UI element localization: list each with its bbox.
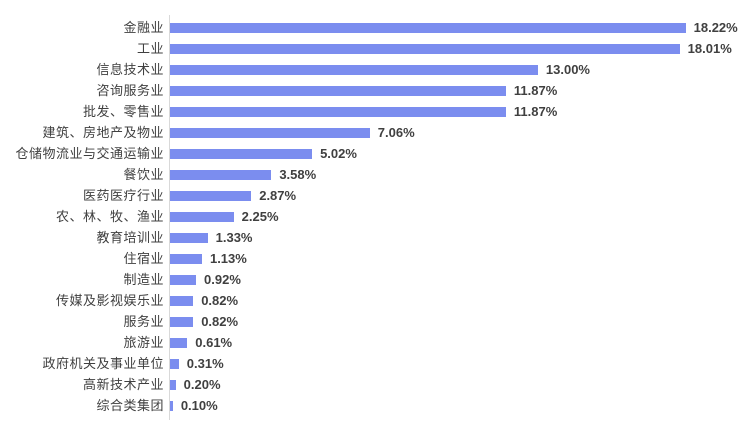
category-label: 旅游业	[123, 335, 164, 350]
bar	[170, 85, 506, 96]
chart-row: 教育培训业 1.33%	[96, 227, 751, 248]
chart-row: 旅游业 0.61%	[123, 332, 751, 353]
bar	[170, 127, 370, 138]
category-label: 建筑、房地产及物业	[42, 125, 164, 140]
chart-row: 传媒及影视娱乐业 0.82%	[56, 290, 751, 311]
chart-row: 政府机关及事业单位 0.31%	[42, 353, 751, 374]
value-label: 0.31%	[186, 356, 224, 371]
category-label: 教育培训业	[96, 230, 164, 245]
chart-row: 制造业 0.92%	[123, 269, 751, 290]
category-label: 高新技术产业	[82, 377, 164, 392]
value-label: 0.61%	[195, 335, 233, 350]
category-label: 金融业	[123, 20, 164, 35]
chart-row: 仓储物流业与交通运输业 5.02%	[15, 143, 751, 164]
bar	[170, 358, 179, 369]
chart-row: 综合类集团 0.10%	[96, 395, 751, 416]
bar	[170, 148, 313, 159]
chart-row: 医药医疗行业 2.87%	[83, 185, 751, 206]
category-label: 医药医疗行业	[82, 188, 164, 203]
bar	[170, 211, 234, 222]
bar	[170, 232, 208, 243]
bar	[170, 106, 506, 117]
bar	[170, 274, 197, 285]
category-label: 传媒及影视娱乐业	[55, 293, 164, 308]
value-label: 0.10%	[180, 398, 218, 413]
bar	[170, 379, 176, 390]
category-label: 制造业	[123, 272, 164, 287]
value-label: 18.22%	[693, 20, 738, 35]
bar	[170, 316, 194, 327]
value-label: 11.87%	[513, 83, 558, 98]
chart-row: 批发、零售业 11.87%	[83, 101, 751, 122]
bar	[170, 43, 680, 54]
chart-row: 服务业 0.82%	[123, 311, 751, 332]
bar	[170, 169, 272, 180]
value-label: 0.92%	[204, 272, 241, 287]
chart-plot-area: 金融业 18.22% 工业 18.01% 信息技术业 13.00% 咨询服务业 …	[15, 15, 751, 420]
chart-row: 建筑、房地产及物业 7.06%	[42, 122, 751, 143]
category-label: 仓储物流业与交通运输业	[15, 146, 164, 161]
value-label: 1.13%	[209, 251, 247, 266]
category-label: 农、林、牧、渔业	[55, 209, 164, 224]
category-label: 批发、零售业	[82, 104, 164, 119]
value-label: 2.87%	[259, 188, 297, 203]
bar	[170, 22, 686, 33]
value-label: 0.82%	[201, 293, 239, 308]
category-label: 餐饮业	[123, 167, 164, 182]
value-label: 2.25%	[241, 209, 279, 224]
value-label: 3.58%	[279, 167, 317, 182]
chart-row: 信息技术业 13.00%	[96, 59, 751, 80]
bar	[170, 337, 188, 348]
category-label: 工业	[136, 41, 164, 56]
chart-row: 农、林、牧、渔业 2.25%	[56, 206, 751, 227]
category-label: 住宿业	[123, 251, 164, 266]
value-label: 18.01%	[687, 41, 732, 56]
category-label: 咨询服务业	[96, 83, 164, 98]
bar	[170, 400, 173, 411]
chart-row: 住宿业 1.13%	[123, 248, 751, 269]
category-label: 信息技术业	[96, 62, 164, 77]
chart-row: 咨询服务业 11.87%	[96, 80, 751, 101]
value-label: 5.02%	[320, 146, 357, 161]
bar	[170, 295, 194, 306]
value-label: 0.20%	[183, 377, 221, 392]
value-label: 1.33%	[215, 230, 253, 245]
value-label: 13.00%	[545, 62, 590, 77]
value-label: 7.06%	[377, 125, 415, 140]
chart-row: 工业 18.01%	[137, 38, 751, 59]
bar	[170, 190, 252, 201]
chart-row: 餐饮业 3.58%	[123, 164, 751, 185]
category-label: 服务业	[123, 314, 164, 329]
category-label: 综合类集团	[96, 398, 164, 413]
chart-row: 金融业 18.22%	[123, 17, 751, 38]
value-label: 11.87%	[513, 104, 558, 119]
category-label: 政府机关及事业单位	[42, 356, 164, 371]
value-label: 0.82%	[201, 314, 239, 329]
horizontal-bar-chart: 金融业 18.22% 工业 18.01% 信息技术业 13.00% 咨询服务业 …	[0, 15, 751, 420]
bar	[170, 64, 538, 75]
bar	[170, 253, 202, 264]
chart-row: 高新技术产业 0.20%	[83, 374, 751, 395]
